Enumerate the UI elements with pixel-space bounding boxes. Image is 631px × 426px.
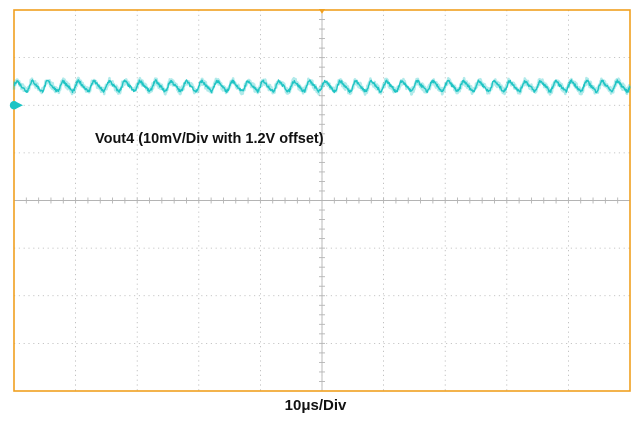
channel-ground-marker xyxy=(9,101,23,110)
graticule xyxy=(13,9,631,392)
trace-line xyxy=(13,79,631,94)
ground-marker-arrow xyxy=(17,102,23,109)
ground-marker-dot xyxy=(9,101,19,110)
time-base-label: 10μs/Div xyxy=(284,397,347,414)
trigger-position-marker xyxy=(319,9,325,14)
trace-label: Vout4 (10mV/Div with 1.2V offset) xyxy=(95,131,324,147)
vout4-trace xyxy=(12,76,631,96)
